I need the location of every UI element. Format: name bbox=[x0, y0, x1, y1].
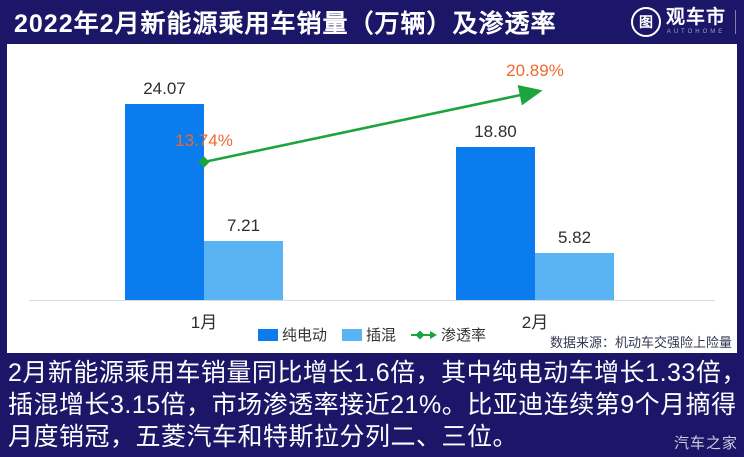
bar-plugin-hybrid-value-label: 7.21 bbox=[226, 216, 261, 235]
chart-legend: 纯电动 插混 渗透率 bbox=[7, 324, 737, 345]
logo-divider bbox=[735, 10, 736, 34]
header-bar: 2022年2月新能源乘用车销量（万辆）及渗透率 图 观车市 AUTOHOME bbox=[0, 0, 744, 44]
summary-line-2: 插混增长3.15倍，市场渗透率接近21%。比亚迪连续第9个月摘得 bbox=[8, 391, 737, 419]
logo-text: 观车市 AUTOHOME bbox=[666, 8, 726, 36]
logo-brand-name: 观车市 bbox=[665, 7, 726, 28]
x-axis-label-2: 2月 bbox=[521, 313, 549, 332]
logo-subtitle: AUTOHOME bbox=[666, 29, 726, 35]
x-axis-line bbox=[29, 300, 715, 301]
pure-electric-swatch-icon bbox=[257, 328, 278, 341]
brand-logo: 图 观车市 AUTOHOME bbox=[630, 7, 736, 37]
bar-pure-electric bbox=[125, 104, 204, 300]
legend-item-plugin-hybrid: 插混 bbox=[341, 324, 396, 345]
legend-label: 渗透率 bbox=[441, 327, 487, 344]
plugin-hybrid-swatch-icon bbox=[341, 328, 362, 341]
logo-circle-icon: 图 bbox=[630, 7, 661, 37]
page-title: 2022年2月新能源乘用车销量（万辆）及渗透率 bbox=[14, 10, 557, 38]
legend-label: 纯电动 bbox=[281, 327, 327, 344]
legend-item-penetration-rate: 渗透率 bbox=[411, 324, 486, 345]
penetration-rate-line bbox=[198, 85, 543, 168]
chart-panel: 纯电动 插混 渗透率 数据来源：机动车交强险上险量 24.07 7.21 1月 18.80… bbox=[7, 44, 737, 353]
penetration-rate-label-1: 13.74% bbox=[175, 131, 233, 150]
summary-text-block: 2月新能源乘用车销量同比增长1.6倍，其中纯电动车增长1.33倍， 插混增长3.… bbox=[0, 353, 744, 457]
site-watermark: 汽车之家 bbox=[673, 435, 738, 452]
bar-plugin-hybrid bbox=[204, 241, 283, 300]
bar-pure-electric bbox=[456, 147, 535, 300]
bar-plugin-hybrid-value-label: 5.82 bbox=[557, 228, 592, 247]
legend-label: 插混 bbox=[365, 327, 396, 344]
bar-pure-electric-value-label: 18.80 bbox=[474, 122, 517, 141]
x-axis-label-1: 1月 bbox=[190, 313, 218, 332]
summary-line-1: 2月新能源乘用车销量同比增长1.6倍，其中纯电动车增长1.33倍， bbox=[8, 359, 744, 387]
bar-plugin-hybrid bbox=[535, 253, 614, 300]
summary-line-3: 月度销冠，五菱汽车和特斯拉分列二、三位。 bbox=[8, 423, 519, 451]
bar-pure-electric-value-label: 24.07 bbox=[143, 79, 186, 98]
penetration-rate-label-2: 20.89% bbox=[506, 61, 564, 80]
legend-item-pure-electric: 纯电动 bbox=[257, 324, 327, 345]
data-source-note: 数据来源：机动车交强险上险量 bbox=[549, 335, 732, 350]
line-marker-icon bbox=[411, 329, 437, 340]
